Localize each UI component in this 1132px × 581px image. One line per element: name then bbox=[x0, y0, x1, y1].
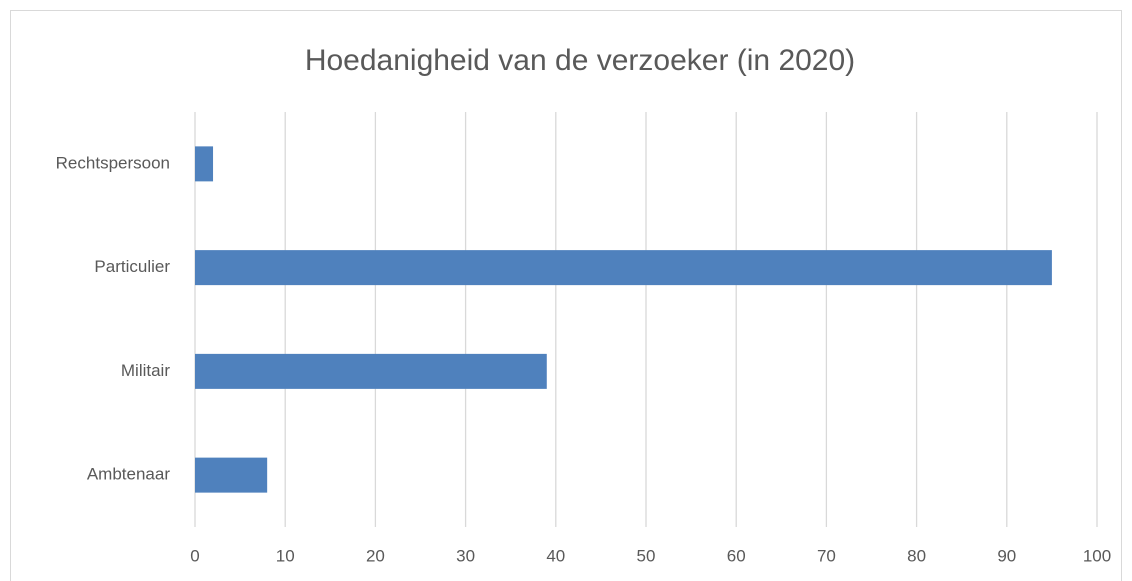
bar bbox=[195, 146, 214, 182]
bar bbox=[195, 457, 268, 493]
x-tick-label: 0 bbox=[190, 546, 199, 565]
bar bbox=[195, 250, 1052, 286]
y-tick-label: Particulier bbox=[94, 257, 170, 276]
x-tick-label: 90 bbox=[997, 546, 1016, 565]
x-tick-label: 100 bbox=[1083, 546, 1111, 565]
x-tick-label: 50 bbox=[637, 546, 656, 565]
x-tick-label: 80 bbox=[907, 546, 926, 565]
x-tick-label: 20 bbox=[366, 546, 385, 565]
bar bbox=[195, 353, 547, 389]
y-tick-label: Militair bbox=[121, 361, 170, 380]
chart-border bbox=[10, 10, 1122, 581]
x-tick-label: 70 bbox=[817, 546, 836, 565]
x-tick-label: 60 bbox=[727, 546, 746, 565]
x-tick-label: 40 bbox=[546, 546, 565, 565]
chart-title: Hoedanigheid van de verzoeker (in 2020) bbox=[305, 44, 855, 77]
x-tick-label: 30 bbox=[456, 546, 475, 565]
x-tick-label: 10 bbox=[276, 546, 295, 565]
y-tick-label: Ambtenaar bbox=[87, 465, 170, 484]
y-tick-label: Rechtspersoon bbox=[56, 153, 170, 172]
